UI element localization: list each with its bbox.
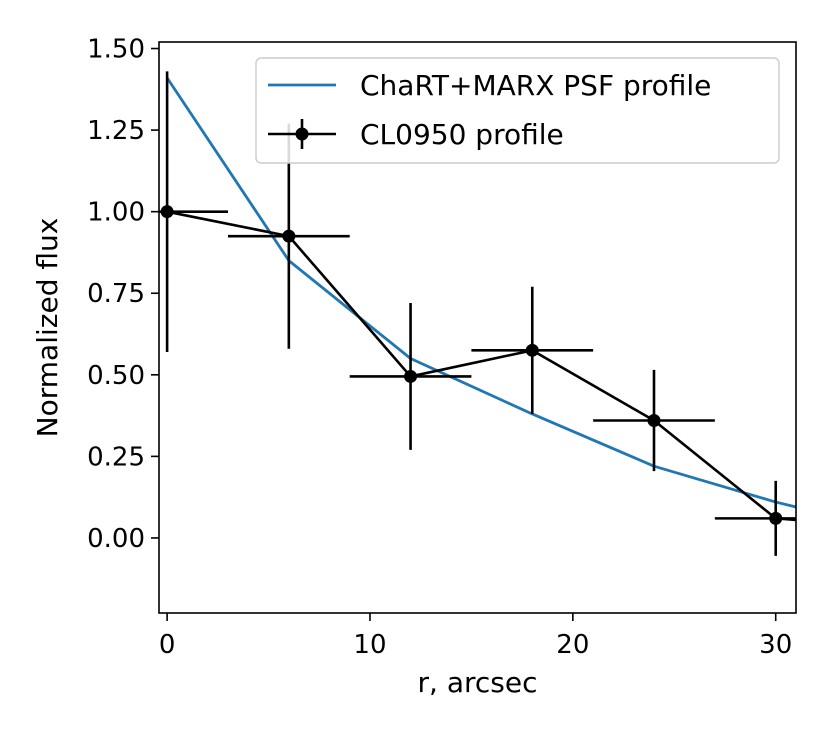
legend-cl0950-label: CL0950 profile [360, 118, 564, 151]
y-tick-label: 0.00 [87, 524, 145, 554]
axes-layer: 0 10 20 30 0.00 0.25 0.50 0.75 1.00 1.25 1.50 [87, 35, 792, 660]
data-point [525, 343, 539, 357]
y-tick-label: 1.25 [87, 116, 145, 146]
legend: ChaRT+MARX PSF profile CL0950 profile [255, 57, 780, 164]
x-axis-label: r, arcsec [418, 666, 538, 699]
data-point [769, 511, 783, 525]
y-tick-label: 1.50 [87, 35, 145, 65]
y-tick-label: 0.75 [87, 279, 145, 309]
data-point [282, 229, 296, 243]
y-tick-label: 0.25 [87, 442, 145, 472]
series-layer [159, 71, 796, 556]
cl0950-profile-line [166, 210, 796, 522]
y-tick-label: 0.50 [87, 361, 145, 391]
data-point [404, 369, 418, 383]
data-point [160, 205, 174, 219]
y-tick-label: 1.00 [87, 198, 145, 228]
plot-area-frame [158, 41, 797, 614]
x-tick-label: 20 [556, 630, 589, 660]
data-point [647, 413, 661, 427]
legend-psf-label: ChaRT+MARX PSF profile [360, 69, 711, 102]
legend-cl0950-swatch-marker [295, 127, 309, 141]
x-tick-label: 10 [353, 630, 386, 660]
x-tick-label: 0 [159, 630, 176, 660]
y-axis-label: Normalized flux [31, 218, 64, 438]
x-tick-label: 30 [759, 630, 792, 660]
legend-box [255, 57, 780, 164]
